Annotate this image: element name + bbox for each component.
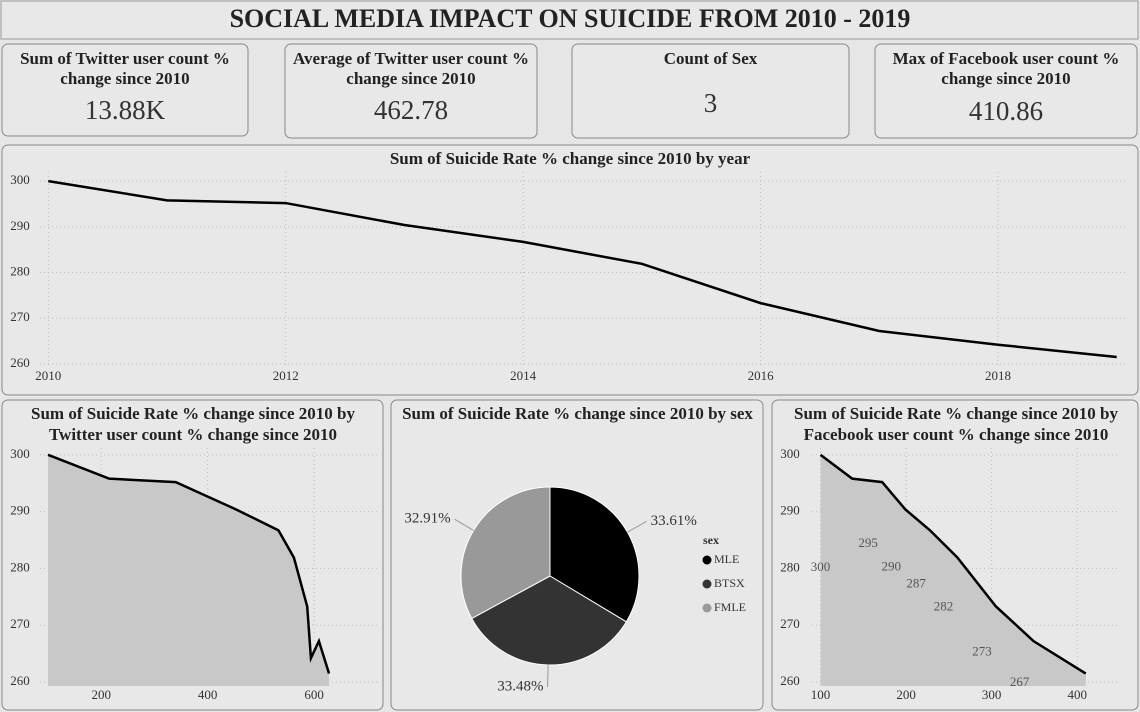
panel [1, 144, 1139, 396]
x-tick-label: 2012 [273, 368, 299, 383]
data-label: 295 [858, 535, 878, 550]
data-label: 267 [1010, 674, 1030, 689]
y-tick-label: 290 [10, 503, 30, 518]
area [47, 454, 330, 686]
y-tick-label: 270 [10, 309, 30, 324]
x-tick-label: 600 [304, 687, 324, 702]
data-label: 300 [811, 559, 831, 574]
x-tick-label: 200 [91, 687, 111, 702]
legend-label: BTSX [714, 576, 745, 590]
legend-marker [702, 603, 712, 613]
x-tick-label: 300 [982, 687, 1002, 702]
data-label: 32.91% [404, 511, 450, 527]
card-label: Average of Twitter user count % change s… [293, 49, 529, 88]
line [819, 453, 1087, 675]
y-tick-label: 260 [10, 355, 30, 370]
y-tick-label: 280 [780, 559, 800, 574]
legend-label: MLE [714, 552, 739, 566]
card-label: Max of Facebook user count % change sinc… [892, 49, 1120, 88]
data-label: 273 [972, 643, 992, 658]
y-tick-label: 300 [780, 446, 800, 461]
data-label: 282 [934, 599, 954, 614]
pie-slice [549, 486, 640, 623]
y-tick-label: 260 [10, 673, 30, 688]
y-tick-label: 290 [10, 218, 30, 233]
card-value: 13.88K [84, 95, 166, 125]
card [874, 43, 1138, 139]
leader-line [627, 520, 647, 533]
x-tick-label: 400 [198, 687, 218, 702]
card-label: Sum of Twitter user count % change since… [20, 49, 230, 88]
data-label: 33.61% [651, 513, 697, 529]
card [284, 43, 538, 139]
title-bar [0, 0, 1139, 40]
x-tick-label: 2010 [35, 368, 61, 383]
dashboard-title: SOCIAL MEDIA IMPACT ON SUICIDE FROM 2010… [229, 4, 911, 33]
x-tick-label: 2018 [985, 368, 1011, 383]
legend-marker [702, 555, 712, 565]
y-tick-label: 280 [10, 559, 30, 574]
legend-label: FMLE [714, 600, 746, 614]
chart-title: Sum of Suicide Rate % change since 2010 … [402, 404, 753, 423]
y-tick-label: 260 [780, 673, 800, 688]
x-tick-label: 2014 [510, 368, 537, 383]
chart-title: Sum of Suicide Rate % change since 2010 … [31, 404, 355, 444]
line [48, 179, 1117, 359]
card-value: 3 [703, 88, 718, 118]
leader-line [454, 518, 474, 531]
legend-marker [702, 579, 712, 589]
data-label: 33.48% [497, 678, 543, 694]
card [1, 43, 249, 137]
y-tick-label: 300 [10, 446, 30, 461]
y-tick-label: 270 [10, 616, 30, 631]
line [47, 453, 331, 674]
data-label: 287 [906, 575, 926, 590]
x-tick-label: 100 [811, 687, 831, 702]
data-label: 290 [882, 558, 902, 573]
card-label: Count of Sex [663, 49, 758, 68]
y-tick-label: 270 [780, 616, 800, 631]
y-tick-label: 300 [10, 172, 30, 187]
legend-title: sex [703, 533, 719, 547]
x-tick-label: 400 [1067, 687, 1087, 702]
y-tick-label: 280 [10, 263, 30, 278]
x-tick-label: 2016 [748, 368, 775, 383]
card-value: 462.78 [373, 95, 449, 125]
card [571, 43, 850, 139]
y-tick-label: 290 [780, 503, 800, 518]
x-tick-label: 200 [896, 687, 916, 702]
card-value: 410.86 [968, 96, 1044, 126]
chart-title: Sum of Suicide Rate % change since 2010 … [389, 149, 751, 168]
chart-title: Sum of Suicide Rate % change since 2010 … [794, 404, 1118, 444]
